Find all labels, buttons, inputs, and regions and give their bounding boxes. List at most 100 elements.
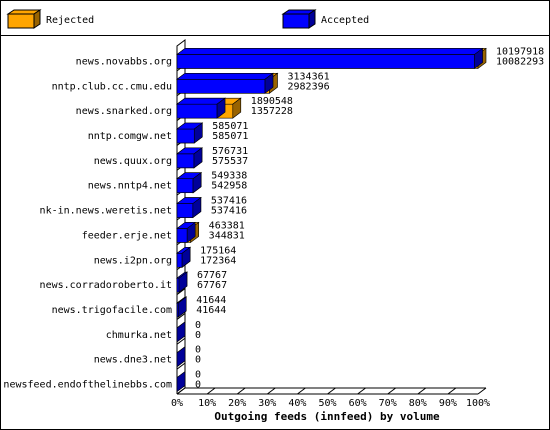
data-label: 0 — [195, 370, 201, 381]
data-label: 0 — [195, 345, 201, 356]
data-label: 41644 — [196, 295, 226, 306]
data-label: 585071 — [212, 131, 248, 142]
x-tick-label: 50% — [318, 398, 336, 409]
y-tick-label: news.dne3.net — [94, 355, 172, 366]
data-label: 41644 — [196, 305, 226, 316]
legend-label: Accepted — [321, 15, 369, 26]
bar — [176, 122, 204, 144]
wall-hatch — [176, 337, 186, 345]
data-label: 1357228 — [251, 106, 293, 117]
y-tick-label: feeder.erje.net — [82, 230, 172, 241]
bar-face — [176, 228, 188, 243]
bar-face — [176, 277, 180, 293]
x-tick-label: 20% — [228, 398, 246, 409]
x-tick-label: 30% — [258, 398, 276, 409]
x-tick-label: 90% — [439, 398, 457, 409]
bar-face — [176, 203, 194, 218]
bar — [176, 296, 188, 318]
bar — [176, 172, 202, 194]
x-tick-label: 40% — [288, 398, 306, 409]
y-tick-label: nntp.comgw.net — [88, 131, 172, 142]
x-tick-label: 100% — [466, 398, 490, 409]
bar — [176, 72, 274, 94]
x-tick-label: 60% — [349, 398, 367, 409]
bar — [176, 321, 186, 343]
y-tick-label: news.trigofacile.com — [52, 305, 172, 316]
legend-swatch-side — [33, 9, 41, 29]
bar-face — [176, 78, 266, 94]
bar — [176, 97, 226, 119]
bar-face — [176, 103, 218, 119]
x-tick-label: 0% — [171, 398, 183, 409]
y-tick-label: newsfeed.endofthelinebbs.com — [3, 380, 172, 391]
data-label: 67767 — [197, 270, 227, 281]
bar — [176, 346, 186, 368]
data-label: 537416 — [211, 206, 247, 217]
bar-face — [232, 97, 242, 119]
data-label: 175164 — [200, 245, 236, 256]
data-label: 172364 — [200, 255, 236, 266]
bar-face — [176, 370, 186, 393]
x-tick — [297, 387, 306, 395]
legend-label: Rejected — [46, 15, 94, 26]
y-tick-label: news.corradoroberto.it — [40, 280, 172, 291]
x-tick-label: 10% — [198, 398, 216, 409]
bar-face — [176, 178, 194, 194]
data-label: 542958 — [211, 181, 247, 192]
y-tick-label: nntp.club.cc.cmu.edu — [52, 81, 172, 92]
wall-hatch — [176, 313, 186, 320]
data-label: 10082293 — [496, 56, 544, 67]
bar-face — [176, 128, 195, 144]
data-label: 463381 — [209, 220, 245, 231]
legend-swatch-side — [308, 9, 316, 29]
bar-face — [216, 97, 226, 119]
bar-face — [192, 172, 202, 194]
x-tick — [387, 387, 397, 395]
x-tick — [236, 387, 246, 395]
bar — [176, 221, 197, 244]
data-label: 344831 — [209, 230, 245, 241]
bar-face — [186, 221, 196, 244]
x-tick — [266, 387, 276, 395]
bar — [176, 246, 191, 268]
bar — [176, 271, 188, 293]
x-tick-label: 80% — [409, 398, 427, 409]
bar-face — [176, 252, 183, 268]
bar-face — [176, 346, 186, 368]
data-label: 0 — [195, 355, 201, 366]
bar — [176, 196, 202, 219]
x-tick — [477, 387, 487, 395]
y-tick-label: news.novabbs.org — [76, 56, 172, 67]
data-label: 0 — [195, 320, 201, 331]
bar-face — [181, 246, 191, 268]
legend-swatch — [282, 13, 310, 29]
bar-face — [176, 153, 195, 169]
bar-face — [264, 72, 274, 94]
bar-face — [177, 296, 187, 318]
legend-swatch — [7, 13, 35, 29]
x-tick — [447, 387, 457, 395]
data-label: 0 — [195, 330, 201, 341]
bar-face — [176, 321, 186, 343]
y-tick-label: chmurka.net — [106, 330, 172, 341]
x-tick-label: 70% — [379, 398, 397, 409]
bar-face — [178, 271, 188, 293]
y-tick-label: news.snarked.org — [76, 106, 172, 117]
x-tick — [206, 387, 216, 395]
data-label: 10197918 — [496, 46, 544, 57]
data-label: 3134361 — [288, 71, 330, 82]
bar — [176, 47, 484, 70]
data-label: 585071 — [212, 121, 248, 132]
x-tick — [327, 387, 336, 395]
bar-face — [193, 147, 203, 169]
x-tick — [176, 387, 186, 395]
x-tick — [417, 387, 427, 395]
bar-face — [176, 48, 484, 55]
bar — [176, 370, 186, 393]
bar-face — [474, 47, 483, 70]
bar-face — [176, 72, 274, 80]
y-tick-label: news.i2pn.org — [94, 255, 172, 266]
y-tick-label: nk-in.news.weretis.net — [40, 206, 172, 217]
